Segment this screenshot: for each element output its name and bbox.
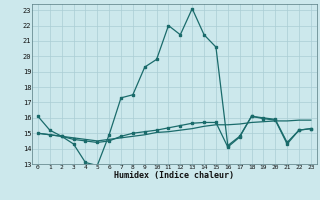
X-axis label: Humidex (Indice chaleur): Humidex (Indice chaleur) [115, 171, 234, 180]
